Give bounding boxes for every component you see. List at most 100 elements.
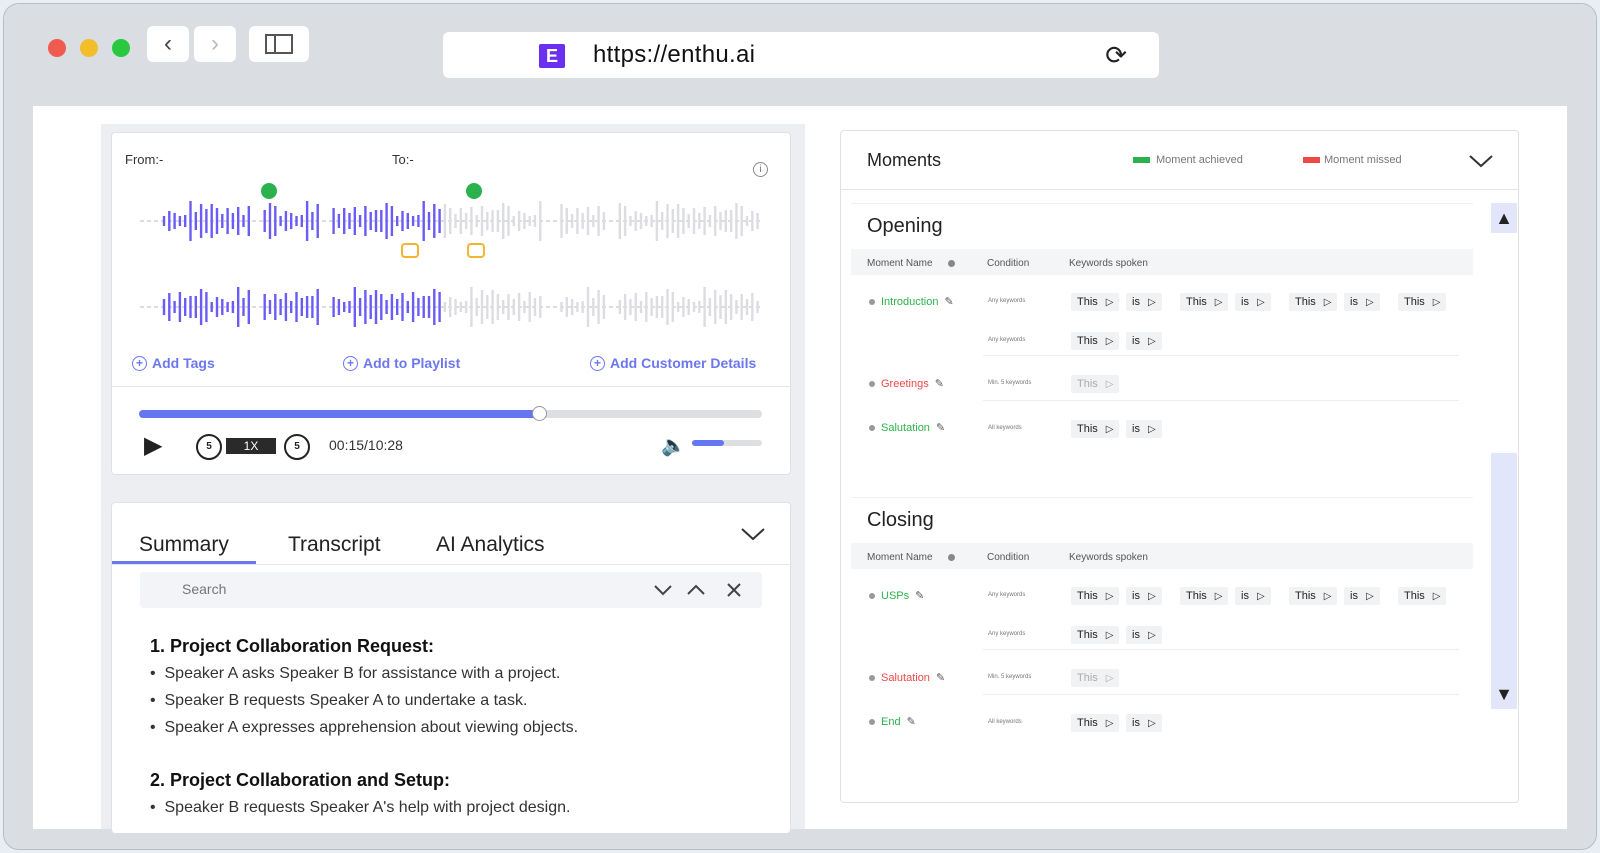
tab-summary[interactable]: Summary [139,533,229,556]
play-keyword-icon[interactable]: ▷ [1323,296,1332,308]
keyword-chip[interactable]: This ▷ [1071,375,1120,393]
add-to-playlist-link[interactable]: + Add to Playlist [343,355,460,371]
edit-icon[interactable]: ✎ [935,422,946,434]
edit-icon[interactable]: ✎ [906,716,916,728]
play-keyword-icon[interactable]: ▷ [1432,296,1441,308]
play-keyword-icon[interactable]: ▷ [1256,590,1265,602]
edit-icon[interactable]: ✎ [915,590,925,602]
moment-name[interactable]: Introduction ✎ [869,295,954,308]
play-keyword-icon[interactable]: ▷ [1432,590,1441,602]
play-keyword-icon[interactable]: ▷ [1147,590,1156,602]
minimize-window-button[interactable] [80,39,98,57]
play-keyword-icon[interactable]: ▷ [1147,423,1156,435]
play-button[interactable]: ▶ [144,431,162,460]
waveform[interactable] [112,173,790,373]
status-dot [869,592,875,599]
search-input[interactable] [180,580,584,598]
scrollbar[interactable]: ▲ ▼ [1491,203,1517,709]
scroll-up-arrow[interactable]: ▲ [1491,203,1517,233]
address-bar[interactable]: E https://enthu.ai ⟳ [443,32,1159,78]
progress-handle[interactable] [531,406,547,421]
rewind-5-button[interactable]: 5 [196,434,222,460]
volume-slider[interactable] [692,440,762,446]
reload-icon[interactable]: ⟳ [1105,40,1127,70]
play-keyword-icon[interactable]: ▷ [1105,335,1114,347]
keyword-chip[interactable]: This ▷ [1071,293,1120,311]
search-close-icon[interactable] [726,582,742,598]
moment-name[interactable]: Salutation ✎ [869,421,945,434]
back-button[interactable]: ‹ [147,26,189,62]
keyword-chip[interactable]: This ▷ [1071,587,1120,605]
play-keyword-icon[interactable]: ▷ [1147,717,1156,729]
keyword-chip[interactable]: is ▷ [1126,714,1162,732]
moment-name[interactable]: Greetings ✎ [869,377,944,390]
scroll-down-arrow[interactable]: ▼ [1495,684,1513,704]
progress-track[interactable] [139,406,762,421]
play-keyword-icon[interactable]: ▷ [1105,590,1114,602]
keyword-chip[interactable]: is ▷ [1126,332,1162,350]
add-customer-details-link[interactable]: + Add Customer Details [590,355,756,371]
forward-button[interactable]: › [194,26,236,62]
chevron-down-icon[interactable] [740,525,766,548]
play-keyword-icon[interactable]: ▷ [1105,423,1114,435]
info-icon [948,554,955,561]
keyword-chip[interactable]: This ▷ [1071,714,1120,732]
play-keyword-icon[interactable]: ▷ [1147,335,1156,347]
volume-icon[interactable]: 🔈 [661,435,686,457]
close-window-button[interactable] [48,39,66,57]
keyword-chip[interactable]: This ▷ [1071,626,1120,644]
info-icon[interactable]: i [753,162,768,177]
forward-5-button[interactable]: 5 [284,434,310,460]
keyword-chip[interactable]: This ▷ [1398,293,1447,311]
search-next-icon[interactable] [686,583,706,597]
keyword-chip[interactable]: is ▷ [1344,293,1380,311]
play-keyword-icon[interactable]: ▷ [1105,296,1114,308]
speed-selector[interactable]: 1X [226,438,276,454]
moment-name[interactable]: End ✎ [869,715,916,728]
scroll-thumb[interactable] [1491,453,1517,709]
edit-icon[interactable]: ✎ [944,296,954,308]
play-keyword-icon[interactable]: ▷ [1323,590,1332,602]
keyword-chip[interactable]: This ▷ [1398,587,1447,605]
achieved-legend-swatch [1133,157,1150,163]
keyword-chip[interactable]: is ▷ [1126,420,1162,438]
keyword-chip[interactable]: is ▷ [1126,293,1162,311]
play-keyword-icon[interactable]: ▷ [1365,296,1374,308]
summary-section-title: 2. Project Collaboration and Setup: [150,770,451,790]
play-keyword-icon[interactable]: ▷ [1147,296,1156,308]
moment-name[interactable]: Salutation ✎ [869,671,945,684]
keyword-chip[interactable]: This ▷ [1071,669,1120,687]
play-keyword-icon[interactable]: ▷ [1105,717,1114,729]
keyword-chip[interactable]: This ▷ [1180,587,1229,605]
keyword-chip[interactable]: This ▷ [1071,332,1120,350]
play-keyword-icon[interactable]: ▷ [1256,296,1265,308]
maximize-window-button[interactable] [112,39,130,57]
keyword-chip[interactable]: This ▷ [1289,293,1338,311]
keyword-chip[interactable]: This ▷ [1071,420,1120,438]
keyword-chip[interactable]: This ▷ [1289,587,1338,605]
play-keyword-icon[interactable]: ▷ [1365,590,1374,602]
play-keyword-icon[interactable]: ▷ [1105,672,1114,684]
moment-name[interactable]: USPs ✎ [869,589,924,602]
chevron-down-icon[interactable] [1468,153,1494,169]
keyword-chip[interactable]: is ▷ [1126,587,1162,605]
play-keyword-icon[interactable]: ▷ [1105,629,1114,641]
keyword-chip[interactable]: is ▷ [1235,293,1271,311]
moment-marker [466,183,482,199]
tab-transcript[interactable]: Transcript [288,533,381,556]
keyword-chip[interactable]: is ▷ [1235,587,1271,605]
sidebar-toggle-button[interactable] [249,26,309,62]
play-keyword-icon[interactable]: ▷ [1105,378,1114,390]
url-text[interactable]: https://enthu.ai [593,41,756,68]
play-keyword-icon[interactable]: ▷ [1214,296,1223,308]
add-tags-link[interactable]: + Add Tags [132,355,215,371]
keyword-chip[interactable]: is ▷ [1126,626,1162,644]
play-keyword-icon[interactable]: ▷ [1147,629,1156,641]
keyword-chip[interactable]: This ▷ [1180,293,1229,311]
play-keyword-icon[interactable]: ▷ [1214,590,1223,602]
edit-icon[interactable]: ✎ [934,378,944,390]
tab-ai-analytics[interactable]: AI Analytics [436,533,545,556]
keyword-chip[interactable]: is ▷ [1344,587,1380,605]
search-prev-icon[interactable] [653,583,673,597]
edit-icon[interactable]: ✎ [935,672,946,684]
